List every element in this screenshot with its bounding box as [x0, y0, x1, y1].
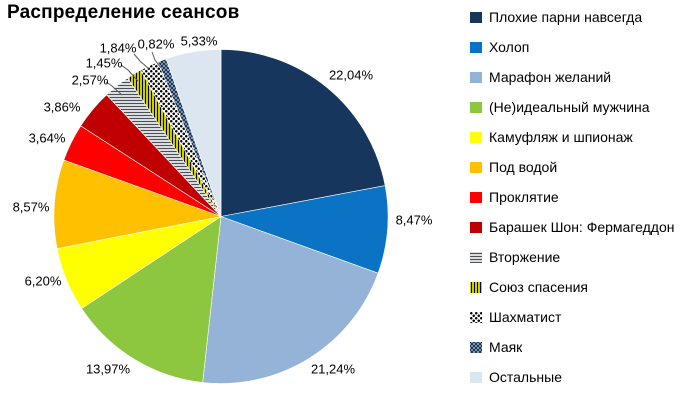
legend-label: Камуфляж и шпионаж: [489, 129, 633, 145]
legend-swatch-icon: [470, 71, 482, 83]
slice-label-5: 6,20%: [25, 274, 62, 289]
legend-item-3: Марафон желаний: [470, 62, 698, 92]
legend-swatch-icon: [470, 41, 482, 53]
legend-label: Проклятие: [489, 189, 559, 205]
legend-label: Вторжение: [489, 249, 561, 265]
slice-label-13: 5,33%: [181, 34, 218, 49]
leader-line-10: [120, 64, 139, 82]
legend-swatch-icon: [470, 341, 482, 353]
slice-label-10: 1,45%: [86, 56, 123, 71]
slice-label-7: 3,64%: [29, 131, 66, 146]
leader-line-12: [151, 51, 162, 69]
legend-label: Холоп: [489, 39, 530, 55]
legend-label: Шахматист: [489, 309, 562, 325]
chart-legend: Плохие парни навсегда Холоп Марафон желани…: [470, 2, 698, 392]
legend-item-13: Остальные: [470, 362, 698, 392]
pie-slice-4: [81, 215, 222, 383]
legend-item-7: Проклятие: [470, 182, 698, 212]
slice-label-3: 21,24%: [311, 362, 356, 377]
slice-labels: 22,04% 8,47% 21,24% 13,97% 6,20% 8,57% 3,64% 3,…: [13, 34, 433, 377]
pie-slices: [53, 49, 389, 384]
slice-label-6: 8,57%: [13, 200, 50, 215]
pie-slice-6: [53, 159, 223, 249]
legend-label: Марафон желаний: [489, 69, 612, 85]
legend-swatch-icon: [470, 221, 482, 233]
legend-label: Маяк: [489, 339, 523, 355]
leader-line-11: [133, 53, 150, 70]
legend-swatch-icon: [470, 311, 482, 323]
legend-item-2: Холоп: [470, 32, 698, 62]
legend-swatch-icon: [470, 281, 482, 293]
legend-swatch-icon: [470, 131, 482, 143]
pie-slice-2: [219, 185, 389, 274]
legend-label: Остальные: [489, 369, 562, 385]
legend-swatch-icon: [470, 251, 482, 263]
slice-label-11: 1,84%: [100, 41, 137, 56]
legend-label: Плохие парни навсегда: [489, 9, 643, 25]
slice-label-2: 8,47%: [396, 213, 433, 228]
legend-label: Барашек Шон: Фермагеддон: [489, 219, 675, 235]
slice-label-12: 0,82%: [138, 37, 175, 52]
pie-slice-13: [165, 49, 222, 217]
legend-item-9: Вторжение: [470, 242, 698, 272]
leader-lines: [105, 51, 162, 96]
legend-item-12: Маяк: [470, 332, 698, 362]
slice-label-4: 13,97%: [86, 362, 131, 377]
legend-label: Под водой: [489, 159, 558, 175]
legend-item-1: Плохие парни навсегда: [470, 2, 698, 32]
chart-title: Распределение сеансов: [7, 2, 240, 23]
pie-slice-3: [202, 216, 379, 384]
pie-slice-1: [220, 49, 386, 217]
legend-label: (Не)идеальный мужчина: [489, 99, 650, 115]
legend-item-11: Шахматист: [470, 302, 698, 332]
legend-item-10: Союз спасения: [470, 272, 698, 302]
slice-label-9: 2,57%: [72, 73, 109, 88]
legend-item-4: (Не)идеальный мужчина: [470, 92, 698, 122]
legend-swatch-icon: [470, 191, 482, 203]
legend-swatch-icon: [470, 11, 482, 23]
legend-swatch-icon: [470, 371, 482, 383]
leader-line-9: [105, 81, 123, 96]
legend-item-8: Барашек Шон: Фермагеддон: [470, 212, 698, 242]
legend-swatch-icon: [470, 161, 482, 173]
legend-item-6: Под водой: [470, 152, 698, 182]
slice-label-1: 22,04%: [329, 68, 374, 83]
legend-swatch-icon: [470, 101, 482, 113]
legend-item-5: Камуфляж и шпионаж: [470, 122, 698, 152]
slice-label-8: 3,86%: [44, 100, 81, 115]
legend-label: Союз спасения: [489, 279, 588, 295]
